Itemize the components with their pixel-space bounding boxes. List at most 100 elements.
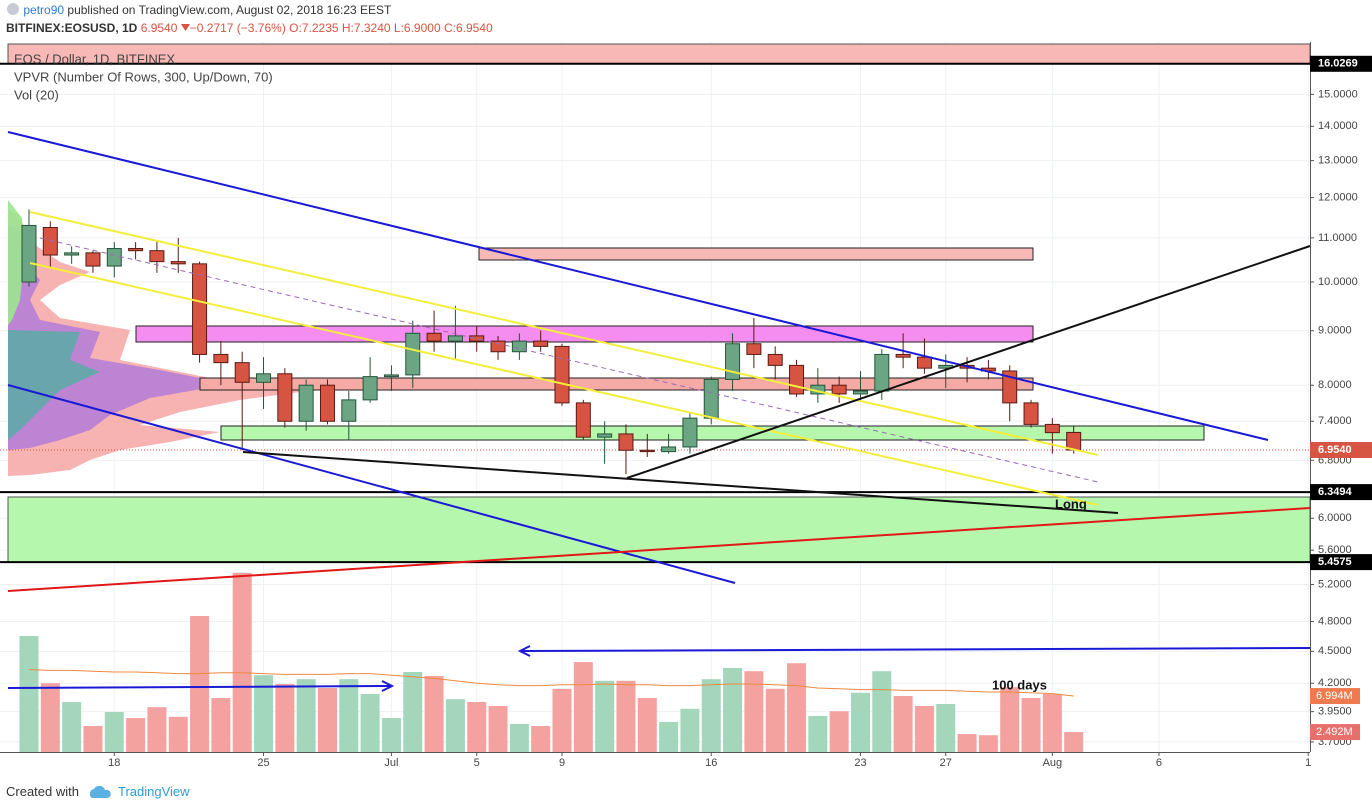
candle-body (597, 433, 613, 438)
volume-label: 2.492M (1316, 726, 1353, 738)
volume-bar (488, 706, 508, 752)
volume-bar (573, 662, 593, 752)
ohlc: O:7.2235 H:7.3240 L:6.9000 C:6.9540 (289, 21, 493, 35)
resistance-zone (7, 43, 1311, 65)
ma-badge (1310, 688, 1360, 705)
logo (89, 785, 111, 798)
volume-ma (28, 669, 1074, 697)
y-tick-label: 6.0000 (1318, 512, 1352, 524)
volume-bar (872, 671, 892, 752)
candle-body (618, 433, 634, 451)
profile-poc (8, 330, 100, 440)
trend-line (7, 507, 1311, 592)
x-tick-label: Aug (1043, 757, 1063, 769)
price-axis-bg (1310, 42, 1372, 780)
candle-body (149, 250, 165, 263)
trend-line (7, 384, 736, 584)
arrow (521, 647, 1313, 652)
y-tick-label: 10.0000 (1318, 276, 1358, 288)
publish-line: petro90 published on TradingView.com, Au… (6, 2, 391, 17)
annotation: Long (1055, 496, 1087, 511)
x-tick-label: 18 (108, 757, 120, 769)
volume-bar (850, 692, 870, 752)
candle-body (661, 446, 677, 453)
arrow-head (381, 680, 395, 692)
x-tick-label: 5 (474, 757, 480, 769)
level-badge (1310, 554, 1372, 571)
volume-profile (8, 200, 330, 476)
y-tick-label: 9.0000 (1318, 325, 1352, 337)
volume-bar (914, 706, 934, 752)
volume-bar (744, 671, 764, 752)
level-label: 16.0269 (1318, 58, 1358, 70)
trend-line (626, 245, 1311, 479)
volume-bar (531, 726, 551, 752)
volume-bar (787, 663, 807, 752)
user[interactable]: petro90 (23, 3, 65, 17)
indicator-label: VPVR (Number Of Rows, 300, Up/Down, 70) (14, 69, 273, 84)
volume-bar (168, 716, 188, 752)
created-with: Created with (6, 784, 79, 799)
x-tick-label: 6 (1156, 757, 1162, 769)
ma-label: 6.994M (1316, 690, 1353, 702)
trend-line (242, 451, 1119, 514)
level-badge (1310, 442, 1372, 459)
candle-body (21, 224, 37, 283)
x-tick-label: 25 (257, 757, 269, 769)
volume-bar (126, 718, 146, 752)
candle-body (341, 399, 357, 422)
brand[interactable]: TradingView (118, 784, 190, 799)
level-label: 6.9540 (1318, 444, 1352, 456)
annotation: 100 days (992, 677, 1047, 692)
volume-bar (317, 688, 337, 752)
level-badge (1310, 55, 1372, 72)
volume-bar (829, 711, 849, 752)
zone-rect (478, 247, 1034, 261)
candle-body (746, 343, 762, 355)
published: published on TradingView.com, August 02,… (67, 3, 392, 17)
volume-bar (701, 679, 721, 752)
volume-bar (62, 702, 82, 752)
candle-body (319, 384, 335, 422)
x-tick-label: Jul (384, 757, 398, 769)
level-label: 6.3494 (1318, 486, 1353, 498)
support-zone (7, 496, 1311, 563)
candle-body (639, 449, 655, 453)
channel-mid (39, 237, 1099, 483)
indicator-label: Vol (20) (14, 87, 59, 102)
candle-body (682, 417, 698, 448)
arrow (7, 685, 391, 689)
candle-body (916, 356, 932, 369)
volume-bar (1021, 698, 1041, 752)
y-tick-label: 8.0000 (1318, 379, 1352, 391)
volume-bar (19, 636, 39, 752)
candle-body (447, 335, 463, 342)
trend-line (7, 131, 1269, 441)
y-tick-label: 5.6000 (1318, 544, 1352, 556)
x-tick-label: 1 (1305, 757, 1311, 769)
candle-body (575, 402, 591, 438)
volume-bar (1042, 694, 1062, 752)
candle-body (192, 263, 208, 355)
volume-bar (339, 679, 359, 752)
candle-body (895, 353, 911, 358)
volume-bar (104, 712, 124, 752)
drawings (7, 131, 1313, 692)
volume-bar (232, 572, 252, 752)
volume-bar (467, 702, 487, 752)
candle-body (789, 364, 805, 395)
candle-body (213, 353, 229, 364)
volume-bar (808, 716, 828, 752)
volume-bar (296, 679, 316, 752)
volume-bar (381, 718, 401, 752)
volume-bar (680, 708, 700, 752)
volume-bar (360, 694, 380, 752)
x-tick-label: 16 (705, 757, 717, 769)
candle-body (874, 353, 890, 392)
candle-body (362, 376, 378, 401)
volume-bar (147, 707, 167, 752)
candle-body (277, 373, 293, 422)
candle-body (554, 345, 570, 404)
candle-body (85, 252, 101, 267)
